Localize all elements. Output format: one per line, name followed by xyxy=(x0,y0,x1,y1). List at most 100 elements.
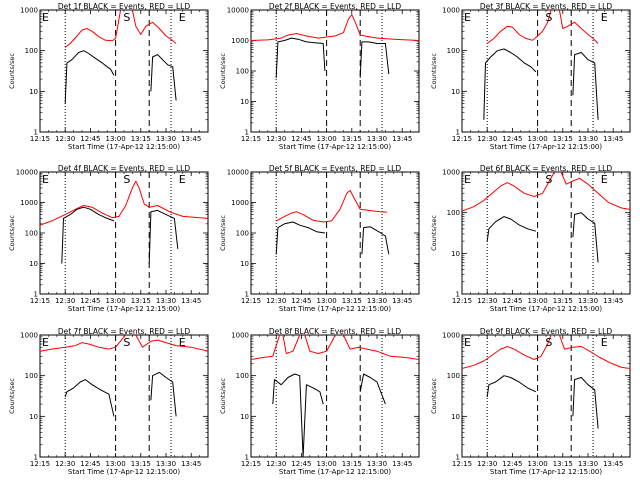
events-series-line xyxy=(572,377,599,429)
lld-series-line xyxy=(462,172,555,212)
panel-series xyxy=(462,172,630,263)
panel-series xyxy=(483,10,599,120)
x-tick-label: 13:15 xyxy=(553,135,573,143)
x-tick-label: 13:00 xyxy=(106,460,126,468)
y-axis-label: Counts/sec xyxy=(430,378,438,414)
panel-series xyxy=(251,335,419,457)
lld-series-line xyxy=(304,335,336,354)
panel-series xyxy=(40,180,208,264)
y-axis-label: Counts/sec xyxy=(8,53,16,89)
x-tick-label: 12:45 xyxy=(502,135,522,143)
lld-series-line xyxy=(40,335,127,352)
lld-series-line xyxy=(462,335,552,369)
detector-panel-3: Det 3f BLACK = Events, RED = LLD 1 10 100 10… xyxy=(430,2,631,151)
x-tick-label: 12:30 xyxy=(55,135,75,143)
lld-series-line xyxy=(251,335,281,360)
lld-series-line xyxy=(558,10,599,44)
y-tick-label: 100 xyxy=(25,230,38,238)
y-tick-label: 1 xyxy=(34,129,38,137)
detector-panel-1: Det 1f BLACK = Events, RED = LLD 1 10 100 10… xyxy=(8,2,209,151)
detector-panel-5: Det 5f BLACK = Events, RED = LLD 1 10 100 10… xyxy=(219,164,420,313)
x-tick-label: 12:30 xyxy=(266,135,286,143)
marker-letter: S xyxy=(123,11,130,24)
y-tick-label: 1 xyxy=(245,454,249,462)
x-tick-label: 12:45 xyxy=(80,135,100,143)
lld-series-line xyxy=(560,172,630,210)
x-tick-label: 12:45 xyxy=(291,297,311,305)
lld-series-line xyxy=(64,10,122,48)
y-tick-label: 1000 xyxy=(231,199,249,207)
x-tick-label: 13:45 xyxy=(603,297,623,305)
events-series-line xyxy=(572,52,599,120)
x-axis-label: Start Time (17-Apr-12 12:15:00) xyxy=(279,143,391,151)
x-tick-label: 12:15 xyxy=(30,297,50,305)
x-tick-label: 13:15 xyxy=(553,460,573,468)
x-tick-label: 12:15 xyxy=(452,297,472,305)
y-tick-label: 1 xyxy=(245,291,249,299)
x-tick-label: 12:15 xyxy=(30,135,50,143)
x-tick-label: 12:30 xyxy=(55,297,75,305)
x-tick-label: 13:15 xyxy=(131,135,151,143)
events-series-line xyxy=(275,37,326,78)
x-tick-label: 13:00 xyxy=(317,460,337,468)
x-tick-label: 12:45 xyxy=(291,460,311,468)
y-tick-label: 1 xyxy=(245,129,249,137)
y-tick-label: 1000 xyxy=(442,169,460,177)
events-series-line xyxy=(359,373,386,405)
y-tick-label: 10 xyxy=(29,88,38,96)
y-tick-label: 10 xyxy=(240,260,249,268)
y-tick-label: 1 xyxy=(456,454,460,462)
lld-series-line xyxy=(131,10,177,44)
y-tick-label: 10 xyxy=(29,413,38,421)
events-series-line xyxy=(275,221,325,255)
y-tick-label: 100 xyxy=(447,47,460,55)
y-tick-label: 10 xyxy=(240,98,249,106)
panel-title: Det 7f BLACK = Events, RED = LLD xyxy=(58,327,191,336)
y-tick-label: 10 xyxy=(240,413,249,421)
y-axis-label: Counts/sec xyxy=(8,378,16,414)
y-axis-label: Counts/sec xyxy=(430,53,438,89)
marker-letter: E xyxy=(464,11,471,24)
x-tick-label: 12:30 xyxy=(266,460,286,468)
marker-letter: E xyxy=(601,173,608,186)
x-tick-label: 13:15 xyxy=(553,297,573,305)
x-tick-label: 13:45 xyxy=(181,297,201,305)
y-tick-label: 1000 xyxy=(20,199,38,207)
x-tick-label: 12:45 xyxy=(80,460,100,468)
y-axis-label: Counts/sec xyxy=(219,53,227,89)
x-tick-label: 13:00 xyxy=(106,135,126,143)
panel-title: Det 8f BLACK = Events, RED = LLD xyxy=(269,327,402,336)
events-series-line xyxy=(64,379,115,417)
x-tick-label: 12:30 xyxy=(477,460,497,468)
events-series-line xyxy=(61,206,115,264)
x-tick-label: 13:30 xyxy=(578,297,598,305)
x-tick-label: 13:45 xyxy=(603,135,623,143)
y-tick-label: 1 xyxy=(456,129,460,137)
marker-letter: E xyxy=(464,336,471,349)
y-axis-label: Counts/sec xyxy=(219,215,227,251)
y-tick-label: 1000 xyxy=(231,332,249,340)
x-tick-label: 13:45 xyxy=(181,135,201,143)
y-tick-label: 1 xyxy=(34,454,38,462)
x-tick-label: 13:00 xyxy=(528,460,548,468)
marker-letter: E xyxy=(601,11,608,24)
x-axis-label: Start Time (17-Apr-12 12:15:00) xyxy=(490,468,602,476)
events-series-line xyxy=(486,375,537,397)
x-tick-label: 13:00 xyxy=(528,297,548,305)
x-tick-label: 13:30 xyxy=(156,297,176,305)
y-tick-label: 10 xyxy=(451,413,460,421)
lld-series-line xyxy=(251,14,419,41)
marker-letter: S xyxy=(545,11,552,24)
x-tick-label: 12:45 xyxy=(80,297,100,305)
marker-letter: S xyxy=(545,173,552,186)
x-tick-label: 13:30 xyxy=(578,460,598,468)
x-tick-label: 13:00 xyxy=(106,297,126,305)
panel-series xyxy=(462,335,630,429)
x-tick-label: 12:45 xyxy=(502,460,522,468)
x-tick-label: 13:45 xyxy=(392,460,412,468)
y-tick-label: 1000 xyxy=(231,37,249,45)
y-tick-label: 100 xyxy=(447,209,460,217)
panel-series xyxy=(40,335,208,417)
x-tick-label: 13:45 xyxy=(181,460,201,468)
